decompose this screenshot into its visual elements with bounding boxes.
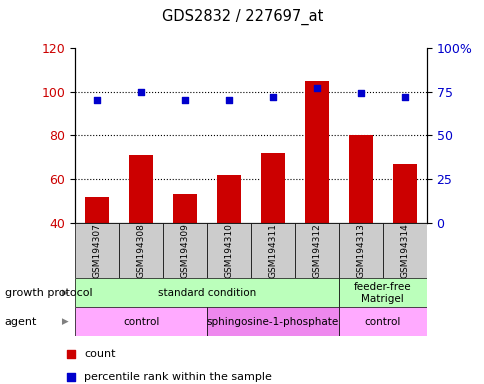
Bar (251, 223, 294, 278)
Point (181, 98, 189, 104)
Text: control: control (364, 316, 400, 327)
Bar (129, 155, 153, 223)
Bar (294, 223, 338, 278)
Bar (75, 278, 338, 307)
Point (137, 89, 145, 95)
Text: standard condition: standard condition (158, 288, 256, 298)
Bar (260, 153, 285, 223)
Bar (207, 223, 251, 278)
Point (243, 74, 251, 80)
Bar (75, 223, 119, 278)
Text: control: control (122, 316, 159, 327)
Text: GSM194310: GSM194310 (224, 223, 233, 278)
Point (312, 85, 320, 91)
Text: count: count (84, 349, 115, 359)
Bar (85, 197, 109, 223)
Text: feeder-free
Matrigel: feeder-free Matrigel (353, 282, 411, 304)
Bar (163, 223, 207, 278)
Point (400, 94, 408, 100)
Bar (338, 278, 426, 307)
Bar (348, 135, 372, 223)
Bar (338, 307, 426, 336)
Bar (207, 307, 338, 336)
Text: agent: agent (5, 316, 37, 327)
Bar (119, 223, 163, 278)
Point (356, 90, 364, 96)
Text: GSM194309: GSM194309 (180, 223, 189, 278)
Text: sphingosine-1-phosphate: sphingosine-1-phosphate (206, 316, 338, 327)
Bar (216, 175, 241, 223)
Text: GSM194313: GSM194313 (356, 223, 364, 278)
Bar (75, 307, 207, 336)
Point (243, 285, 251, 291)
Text: GSM194308: GSM194308 (136, 223, 145, 278)
Text: GSM194307: GSM194307 (92, 223, 102, 278)
Point (269, 94, 276, 100)
Bar (392, 164, 416, 223)
Bar (304, 81, 328, 223)
Text: GSM194314: GSM194314 (399, 223, 408, 278)
Text: GDS2832 / 227697_at: GDS2832 / 227697_at (162, 9, 322, 25)
Text: GSM194312: GSM194312 (312, 223, 321, 278)
Bar (382, 223, 426, 278)
Text: growth protocol: growth protocol (5, 288, 92, 298)
Bar (173, 194, 197, 223)
Point (225, 98, 232, 104)
Point (93, 98, 101, 104)
Text: percentile rank within the sample: percentile rank within the sample (84, 372, 272, 382)
Text: GSM194311: GSM194311 (268, 223, 277, 278)
Bar (338, 223, 382, 278)
